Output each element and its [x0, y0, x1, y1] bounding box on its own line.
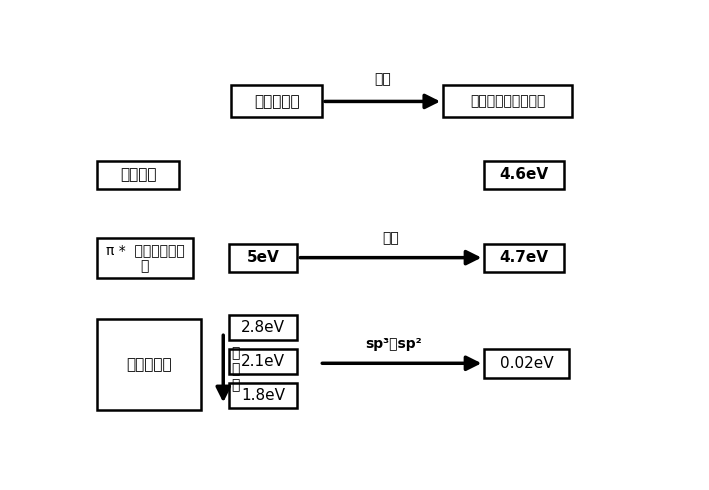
Text: 4.6eV: 4.6eV: [500, 167, 549, 182]
Text: 激子震荡: 激子震荡: [120, 167, 156, 182]
FancyBboxPatch shape: [97, 319, 201, 410]
Text: 0.02eV: 0.02eV: [500, 356, 554, 371]
FancyBboxPatch shape: [484, 161, 564, 189]
FancyBboxPatch shape: [229, 316, 298, 340]
Text: 红移: 红移: [382, 231, 399, 245]
FancyBboxPatch shape: [97, 238, 193, 278]
Text: 覆
盖
度: 覆 盖 度: [232, 346, 240, 392]
FancyBboxPatch shape: [97, 161, 179, 189]
Text: 1.8eV: 1.8eV: [241, 388, 285, 403]
FancyBboxPatch shape: [484, 349, 569, 378]
Text: 氧化石墨烯: 氧化石墨烯: [254, 94, 300, 109]
Text: 2.1eV: 2.1eV: [241, 354, 285, 369]
Text: π *  键等离子体激
发: π * 键等离子体激 发: [106, 243, 184, 273]
FancyBboxPatch shape: [484, 244, 564, 272]
FancyBboxPatch shape: [229, 349, 298, 374]
Text: 2.8eV: 2.8eV: [241, 320, 285, 335]
Text: 还原: 还原: [374, 73, 391, 87]
Text: 被还原的氧化石墨烯: 被还原的氧化石墨烯: [470, 94, 545, 108]
FancyBboxPatch shape: [229, 244, 298, 272]
Text: 4.7eV: 4.7eV: [500, 250, 549, 265]
FancyBboxPatch shape: [443, 85, 572, 117]
Text: 电子态密度: 电子态密度: [126, 357, 172, 372]
FancyBboxPatch shape: [231, 85, 322, 117]
Text: 5eV: 5eV: [247, 250, 279, 265]
FancyBboxPatch shape: [229, 383, 298, 408]
Text: sp³到sp²: sp³到sp²: [365, 337, 422, 351]
